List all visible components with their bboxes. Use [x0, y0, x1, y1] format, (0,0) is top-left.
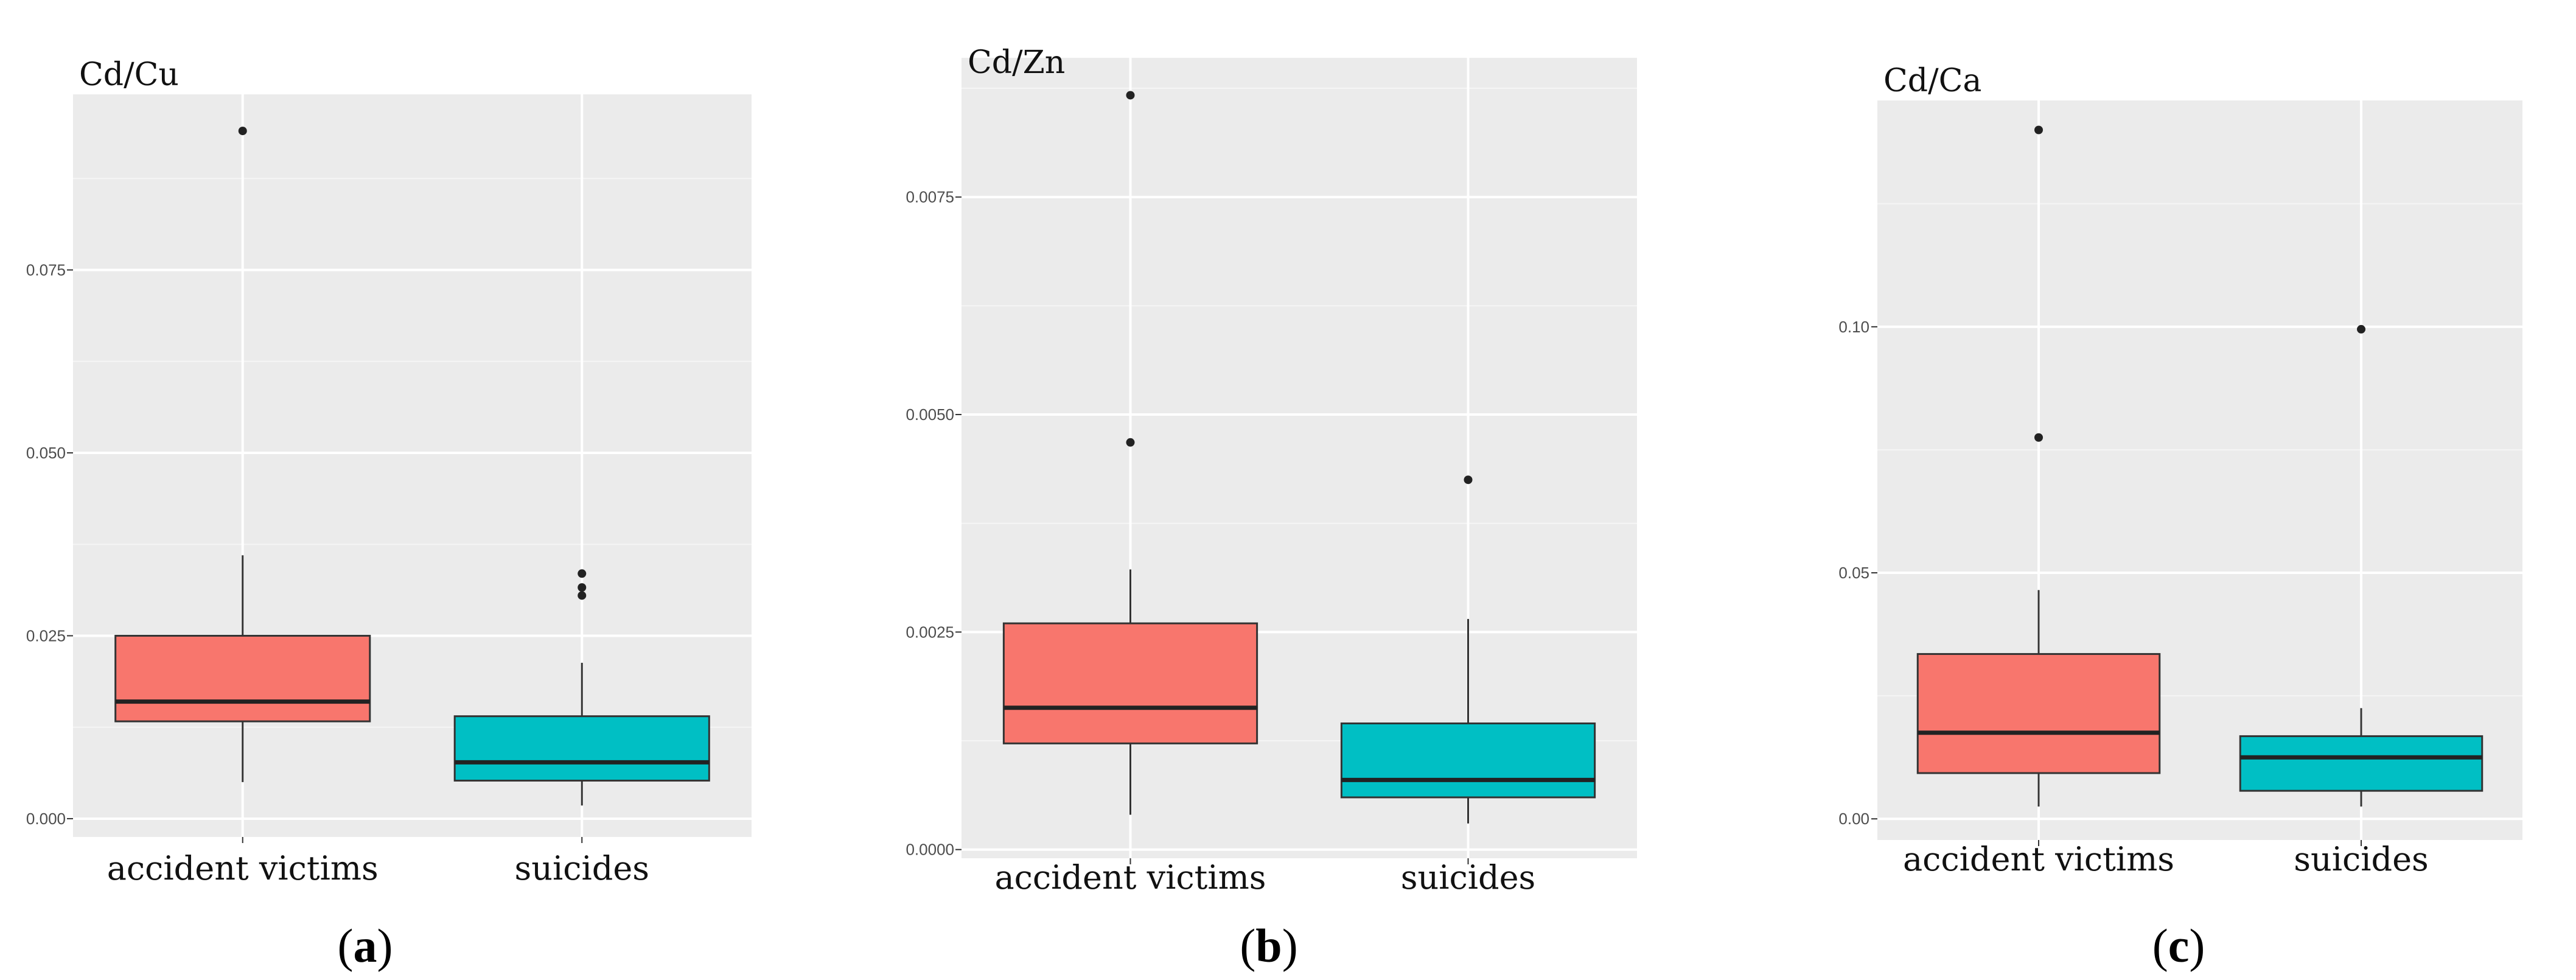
- box-iqr: [114, 634, 371, 723]
- panel-caption: (b): [1240, 919, 1297, 972]
- outlier-point: [2034, 125, 2043, 135]
- box-iqr: [2239, 735, 2484, 792]
- category-label: accident victims: [107, 849, 379, 887]
- outlier-point: [578, 569, 587, 578]
- category-label: accident victims: [994, 858, 1266, 897]
- y-tick-label: 0.000: [26, 810, 66, 828]
- y-tick-label: 0.05: [1838, 564, 1869, 582]
- outlier-point: [1126, 91, 1135, 100]
- panel-b: 0.0000 0.0025 0.0050 0.0075 Cd/Zn accident vi…: [906, 44, 1637, 972]
- category-label: suicides: [1401, 858, 1536, 897]
- box-iqr: [1002, 622, 1258, 744]
- y-tick-label: 0.050: [26, 444, 66, 462]
- outlier-point: [578, 583, 587, 592]
- panel-c: 0.00 0.05 0.10 Cd/Ca accident victims suicide…: [1838, 63, 2522, 972]
- y-axis-label: Cd/Ca: [1883, 63, 1981, 99]
- box-iqr: [1916, 653, 2161, 774]
- y-axis-label: Cd/Cu: [79, 57, 179, 93]
- y-tick-label: 0.10: [1838, 318, 1869, 336]
- outlier-point: [1126, 438, 1135, 447]
- box-iqr: [453, 715, 710, 782]
- category-label: suicides: [2294, 840, 2429, 878]
- y-tick-label: 0.00: [1838, 810, 1869, 828]
- category-label: accident victims: [1903, 840, 2174, 878]
- y-tick-label: 0.075: [26, 261, 66, 279]
- outlier-point: [578, 591, 587, 600]
- y-tick-label: 0.025: [26, 626, 66, 645]
- panel-caption: (c): [2152, 919, 2205, 972]
- outlier-point: [238, 127, 247, 136]
- y-tick-label: 0.0075: [906, 188, 954, 206]
- outlier-point: [2357, 324, 2365, 334]
- y-tick-label: 0.0000: [906, 841, 954, 859]
- box-iqr: [1340, 722, 1596, 799]
- panel-caption: (a): [338, 919, 393, 972]
- outlier-point: [1464, 475, 1473, 485]
- y-tick-label: 0.0025: [906, 623, 954, 641]
- y-tick-label: 0.0050: [906, 405, 954, 424]
- outlier-point: [2034, 433, 2043, 442]
- y-axis-label: Cd/Zn: [968, 44, 1065, 81]
- panel-a: 0.000 0.025 0.050 0.075 Cd/Cu accident victim…: [26, 57, 752, 972]
- category-label: suicides: [514, 849, 649, 887]
